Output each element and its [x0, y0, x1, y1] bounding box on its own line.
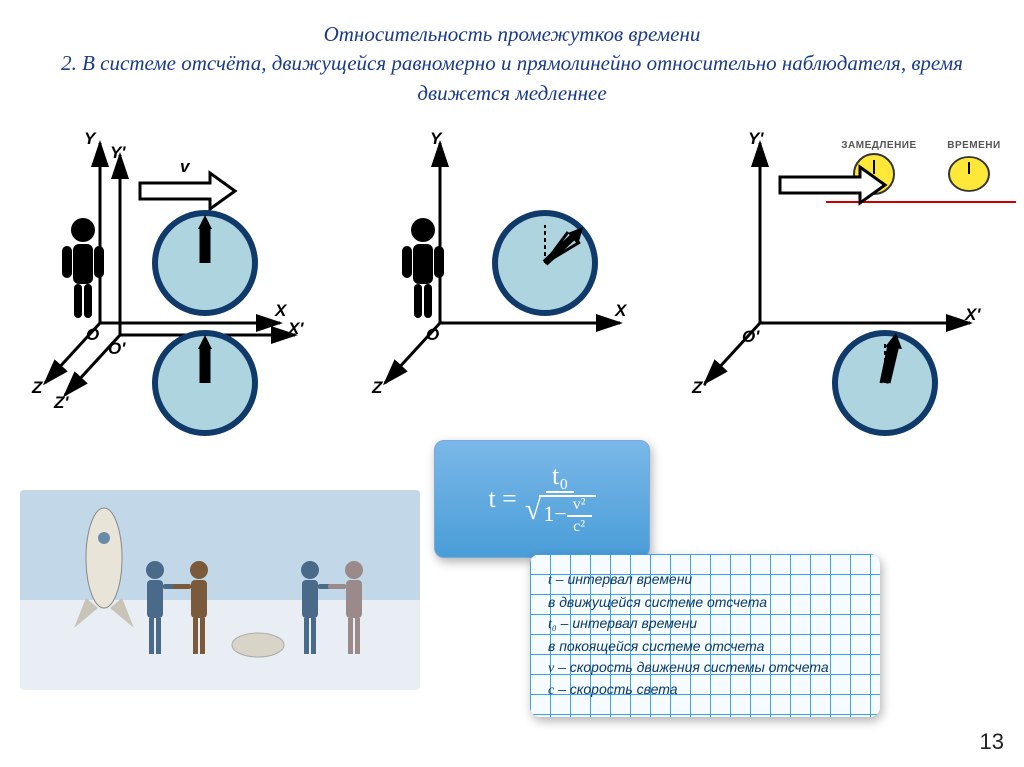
yp-label: Y': [110, 143, 125, 163]
title-line2: 2. В системе отсчёта, движущейся равноме…: [40, 49, 984, 108]
frame-1: Y Y' X X' Z Z' O O' v: [30, 123, 310, 403]
title-line1: Относительность промежутков времени: [40, 20, 984, 49]
frame-2: Y X Z O: [370, 123, 650, 403]
zp-label: Z': [54, 393, 68, 413]
frame-svg: [690, 123, 1010, 443]
o-label: O: [426, 325, 439, 345]
y-label: Y: [84, 129, 95, 149]
formula-legend: t – интервал времени в движущейся систем…: [530, 554, 880, 717]
xp-label: X': [965, 305, 980, 325]
x-label: X: [615, 301, 626, 321]
formula-numerator: t₀: [546, 463, 574, 493]
zp-label: Z': [692, 378, 706, 398]
xp-label: X': [288, 319, 303, 339]
yp-label: Y': [748, 129, 763, 149]
time-dilation-formula: t = t₀ √ 1−v²c²: [434, 440, 650, 558]
z-label: Z: [372, 378, 382, 398]
z-label: Z: [32, 378, 42, 398]
x-label: X: [275, 301, 286, 321]
o-label: O: [86, 325, 99, 345]
reference-frame-diagrams: Y Y' X X' Z Z' O O' v: [0, 123, 1024, 433]
op-label: O': [108, 339, 125, 359]
slide-header: Относительность промежутков времени 2. В…: [0, 0, 1024, 118]
page-number: 13: [980, 729, 1004, 755]
y-label: Y: [430, 129, 441, 149]
frame-3: Y' X' Z' O': [690, 123, 970, 403]
frame-svg: [370, 123, 670, 443]
formula-lhs: t =: [488, 484, 516, 514]
op-label: O': [742, 327, 759, 347]
v-label: v: [180, 157, 189, 177]
illustration-panel: [20, 490, 420, 690]
